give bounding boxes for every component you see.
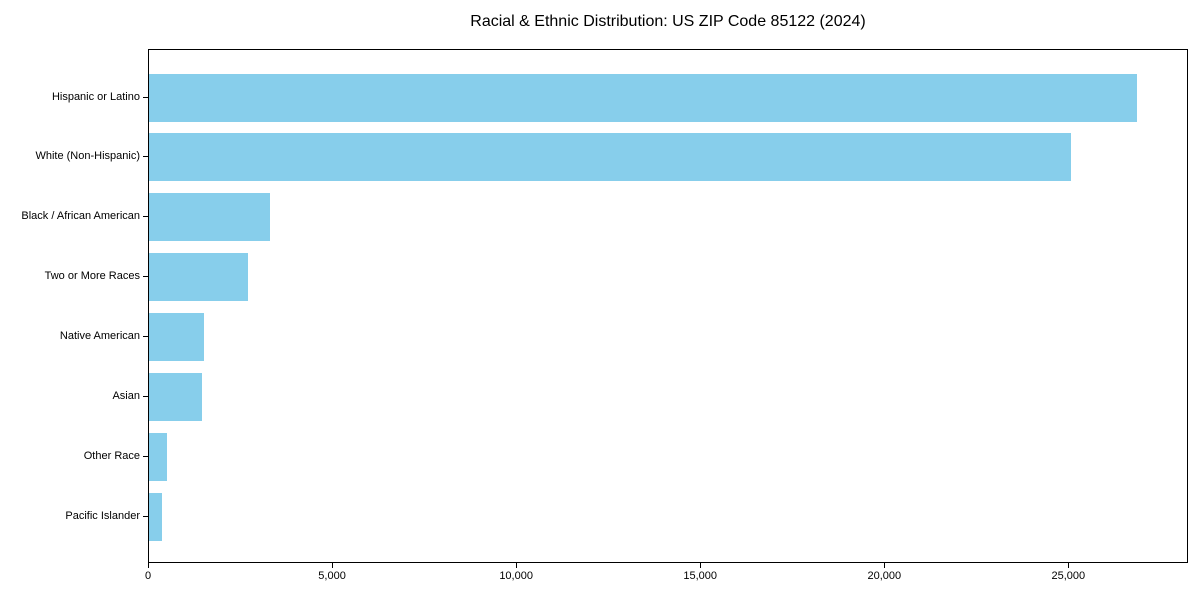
x-tick-label: 5,000 — [318, 570, 346, 582]
x-tick-label: 20,000 — [867, 570, 902, 582]
x-tick-label: 15,000 — [683, 570, 718, 582]
x-tick-mark — [884, 563, 886, 568]
y-tick-mark — [143, 276, 148, 278]
y-tick-mark — [143, 396, 148, 397]
bar — [149, 373, 202, 421]
chart-title: Racial & Ethnic Distribution: US ZIP Cod… — [470, 13, 866, 30]
y-axis-label: Hispanic or Latino — [51, 90, 140, 103]
plot-area — [148, 49, 1188, 563]
y-axis-label: Native American — [59, 330, 140, 343]
y-tick-mark — [143, 156, 148, 158]
bar — [149, 133, 1072, 182]
bar — [149, 193, 270, 242]
y-tick-mark — [143, 336, 148, 338]
bar — [149, 73, 1138, 122]
y-axis-label: Two or More Races — [44, 270, 140, 283]
y-tick-mark — [143, 455, 148, 457]
y-axis-label: Black / African American — [21, 210, 140, 223]
y-tick-mark — [143, 216, 148, 218]
bar — [149, 313, 204, 362]
x-tick-mark — [332, 563, 334, 568]
y-axis-label: Other Race — [83, 449, 140, 462]
x-tick-label: 25,000 — [1051, 570, 1086, 582]
x-tick-mark — [700, 563, 702, 568]
bar — [149, 492, 163, 541]
y-tick-mark — [143, 515, 148, 517]
y-axis-label: Asian — [112, 390, 140, 402]
y-axis-label: White (Non-Hispanic) — [35, 150, 140, 163]
x-tick-label: 0 — [144, 570, 152, 582]
x-tick-label: 10,000 — [499, 570, 533, 582]
x-tick-mark — [516, 563, 518, 568]
bar — [149, 253, 248, 302]
y-tick-mark — [143, 96, 148, 98]
y-axis-label: Pacific Islander — [65, 509, 140, 522]
x-tick-mark — [148, 563, 149, 568]
x-tick-mark — [1068, 563, 1070, 568]
bar — [149, 432, 168, 481]
